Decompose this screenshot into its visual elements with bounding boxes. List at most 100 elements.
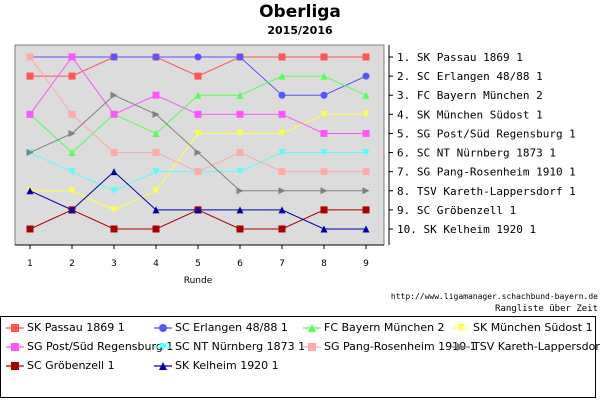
data-point	[26, 225, 34, 233]
data-point	[278, 187, 286, 195]
data-point	[320, 187, 328, 195]
data-point	[278, 129, 286, 137]
data-point	[236, 206, 244, 214]
x-tick-label: 8	[321, 259, 327, 269]
data-point	[194, 110, 202, 118]
data-point	[152, 168, 160, 176]
data-point	[320, 72, 328, 80]
data-point	[152, 149, 160, 157]
data-point	[362, 206, 370, 214]
legend-label: SK Passau 1869 1	[27, 321, 125, 334]
data-point	[68, 149, 76, 157]
y-tick-label: 6. SC NT Nürnberg 1873 1	[397, 147, 556, 160]
data-point	[320, 168, 328, 176]
legend: SK Passau 1869 1 SC Erlangen 48/88 1 FC Ba…	[0, 316, 600, 398]
legend-label: SG Post/Süd Regensburg 1	[27, 340, 174, 353]
legend-label: SC NT Nürnberg 1873 1	[175, 340, 306, 353]
legend-label: SG Pang-Rosenheim 1910 1	[324, 340, 477, 353]
data-point	[26, 53, 34, 61]
y-tick-label: 2. SC Erlangen 48/88 1	[397, 70, 543, 83]
data-point	[362, 110, 370, 118]
legend-swatch	[452, 343, 470, 351]
data-point	[26, 110, 34, 118]
data-point	[194, 91, 202, 99]
data-point	[278, 110, 286, 118]
data-point	[320, 129, 328, 137]
legend-label: SK München Südost 1	[473, 321, 593, 334]
x-tick-label: 6	[237, 259, 243, 269]
series-6	[26, 53, 370, 176]
data-point	[236, 91, 244, 99]
data-point	[68, 206, 76, 214]
x-tick-label: 9	[363, 259, 369, 269]
series-4	[26, 53, 370, 137]
data-point	[110, 168, 118, 176]
data-point	[194, 206, 202, 214]
data-point	[110, 149, 118, 157]
data-point	[362, 168, 370, 176]
y-tick-label: 1. SK Passau 1869 1	[397, 51, 523, 64]
legend-label: FC Bayern München 2	[324, 321, 445, 334]
data-point	[320, 110, 328, 118]
data-point	[152, 53, 160, 61]
data-point	[152, 225, 160, 233]
data-point	[362, 225, 370, 233]
data-point	[362, 91, 370, 99]
legend-swatch	[303, 343, 321, 351]
data-point	[236, 110, 244, 118]
legend-swatch	[452, 324, 470, 332]
data-point	[194, 53, 202, 61]
data-point	[320, 91, 328, 99]
data-point	[110, 225, 118, 233]
data-point	[68, 129, 76, 137]
data-point	[362, 72, 370, 80]
data-point	[26, 149, 34, 157]
data-point	[68, 110, 76, 118]
series-9	[26, 168, 370, 233]
chart-title: Oberliga	[259, 2, 341, 22]
y-tick-label: 10. SK Kelheim 1920 1	[397, 223, 536, 236]
data-point	[110, 206, 118, 214]
data-point	[362, 129, 370, 137]
data-point	[152, 129, 160, 137]
legend-swatch	[303, 324, 321, 332]
legend-swatch	[6, 324, 24, 332]
data-point	[236, 225, 244, 233]
data-point	[320, 206, 328, 214]
data-point	[278, 149, 286, 157]
data-point	[194, 149, 202, 157]
data-point	[362, 53, 370, 61]
data-point	[110, 53, 118, 61]
data-point	[278, 53, 286, 61]
legend-label: SC Erlangen 48/88 1	[175, 321, 288, 334]
data-point	[26, 72, 34, 80]
data-point	[320, 225, 328, 233]
data-point	[362, 149, 370, 157]
data-point	[320, 53, 328, 61]
series-7	[26, 91, 370, 195]
data-point	[236, 168, 244, 176]
data-point	[68, 187, 76, 195]
data-point	[236, 187, 244, 195]
x-ticks: 1 2 3 4 5 6 7 8 9	[27, 245, 369, 269]
y-tick-label: 9. SC Gröbenzell 1	[397, 204, 516, 217]
data-point	[110, 110, 118, 118]
data-point	[26, 187, 34, 195]
data-point	[278, 225, 286, 233]
data-point	[152, 206, 160, 214]
chart-subtitle: 2015/2016	[267, 24, 333, 37]
data-point	[236, 149, 244, 157]
y-tick-label: 3. FC Bayern München 2	[397, 89, 543, 102]
y-tick-label: 8. TSV Kareth-Lappersdorf 1	[397, 185, 576, 198]
chart-note: Rangliste über Zeit	[495, 304, 598, 314]
y-tick-label: 5. SG Post/Süd Regensburg 1	[397, 127, 576, 140]
legend-swatch	[154, 324, 172, 332]
data-point	[362, 187, 370, 195]
x-tick-label: 2	[69, 259, 75, 269]
x-tick-label: 1	[27, 259, 33, 269]
y-ticks: 1. SK Passau 1869 1 2. SC Erlangen 48/88 …	[389, 51, 576, 236]
data-point	[236, 53, 244, 61]
data-point	[194, 72, 202, 80]
x-tick-label: 7	[279, 259, 285, 269]
data-point	[68, 168, 76, 176]
